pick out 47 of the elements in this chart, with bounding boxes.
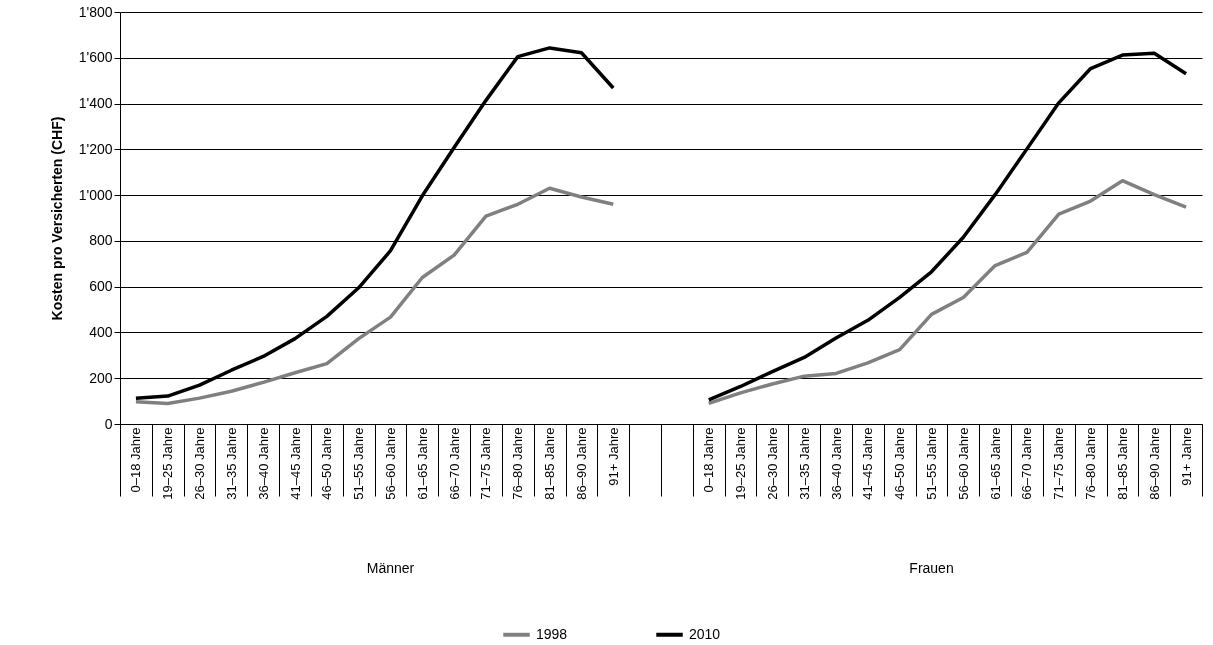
x-tick-label: 61–65 Jahre — [414, 427, 430, 500]
x-tick-label: 71–75 Jahre — [478, 427, 494, 500]
x-tick-label: 56–60 Jahre — [383, 427, 398, 500]
x-tick-label: 31–35 Jahre — [796, 427, 812, 500]
y-tick-label: 1'200 — [78, 140, 113, 157]
y-tick-label: 1'400 — [78, 95, 113, 112]
y-tick-label: 600 — [89, 278, 113, 295]
x-tick-label: 19–25 Jahre — [160, 427, 176, 500]
x-tick-label: 46–50 Jahre — [892, 427, 908, 500]
y-axis-title: Kosten pro Versicherten (CHF) — [48, 116, 65, 321]
x-tick-label: 81–85 Jahre — [1114, 427, 1130, 500]
y-tick-label: 1'800 — [78, 3, 113, 20]
legend-label: 2010 — [689, 625, 721, 642]
x-tick-label: 41–45 Jahre — [860, 427, 876, 500]
x-tick-label: 26–30 Jahre — [764, 427, 780, 500]
x-tick-label: 66–70 Jahre — [446, 427, 462, 500]
x-tick-label: 31–35 Jahre — [223, 427, 239, 500]
x-tick-label: 71–75 Jahre — [1051, 427, 1067, 500]
x-tick-label: 0–18 Jahre — [128, 427, 144, 493]
y-tick-label: 1'600 — [78, 49, 113, 66]
x-tick-label: 36–40 Jahre — [255, 427, 271, 500]
x-tick-label: 46–50 Jahre — [319, 427, 335, 500]
x-tick-label: 81–85 Jahre — [542, 427, 558, 500]
x-tick-label: 91+ Jahre — [605, 427, 621, 486]
y-tick-label: 400 — [89, 323, 113, 340]
y-tick-label: 800 — [89, 232, 113, 249]
x-tick-label: 56–60 Jahre — [955, 427, 971, 500]
x-tick-label: 66–70 Jahre — [1019, 427, 1035, 500]
text: Frauen — [909, 560, 954, 576]
x-tick-label: 61–65 Jahre — [987, 427, 1003, 500]
text: Männer — [366, 560, 415, 576]
x-tick-label: 36–40 Jahre — [828, 427, 844, 500]
y-tick-label: 1'000 — [78, 186, 113, 203]
x-tick-label: 76–80 Jahre — [510, 427, 526, 500]
x-tick-label: 86–90 Jahre — [573, 427, 589, 500]
x-tick-label: 76–80 Jahre — [1083, 427, 1099, 500]
x-tick-label: 86–90 Jahre — [1146, 427, 1162, 500]
legend-label: 1998 — [536, 625, 568, 642]
x-tick-label: 41–45 Jahre — [287, 427, 303, 500]
x-tick-label: 19–25 Jahre — [733, 427, 749, 500]
y-tick-label: 0 — [104, 415, 113, 432]
x-tick-label: 91+ Jahre — [1178, 427, 1194, 486]
x-tick-label: 51–55 Jahre — [924, 427, 939, 500]
x-tick-label: 51–55 Jahre — [351, 427, 367, 500]
x-tick-label: 26–30 Jahre — [192, 427, 208, 500]
x-tick-label: 0–18 Jahre — [701, 427, 717, 493]
y-tick-label: 200 — [89, 369, 113, 386]
